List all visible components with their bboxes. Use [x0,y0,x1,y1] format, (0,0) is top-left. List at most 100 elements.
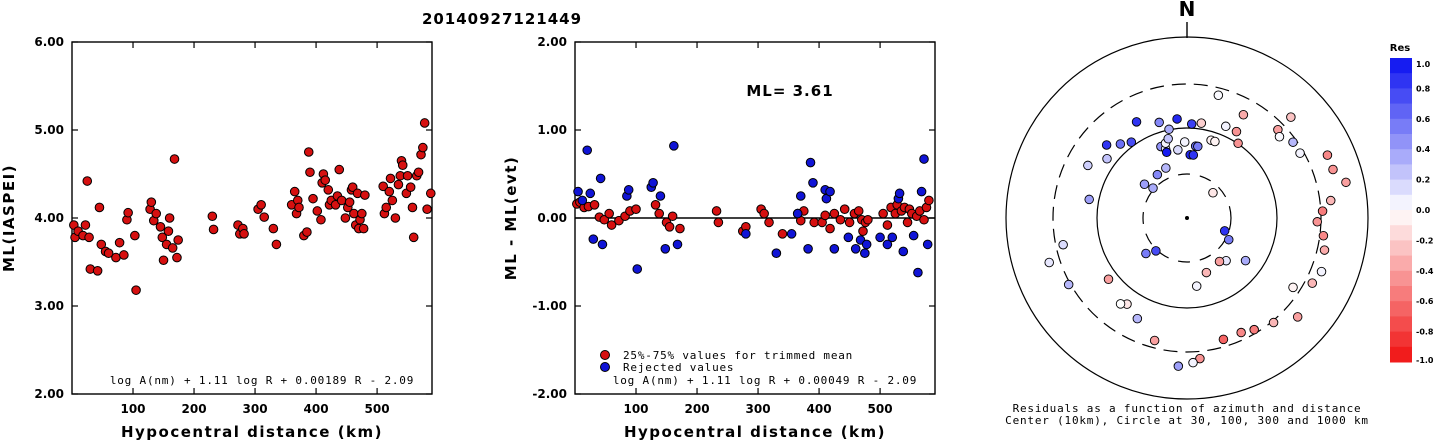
colorbar-swatch [1390,255,1412,272]
data-point-trimmed [844,217,855,228]
data-point [207,211,218,222]
station-marker [1084,194,1094,205]
data-point [358,223,369,234]
data-point [378,181,388,192]
panel1-formula: log A(nm) + 1.11 log R + 0.00189 R - 2.0… [110,374,414,387]
data-point-trimmed [631,204,641,214]
data-point-rejected [803,244,813,254]
panel1-xticks: 100 200 300 400 500 [120,42,390,416]
panel2-ytick-label: -2.00 [532,387,567,401]
colorbar-swatches [1390,58,1412,363]
panel2-ytick-label: 2.00 [537,35,567,49]
colorbar-tick-label: -0.4 [1416,267,1434,276]
panel2-ytick-label: 1.00 [537,123,567,137]
data-point [397,160,408,170]
station-marker [1058,239,1068,250]
colorbar-swatch [1390,270,1412,287]
colorbar-title: Res [1390,43,1410,54]
panel1-xtick-label: 100 [120,402,145,416]
panel1-xtick-label: 200 [182,402,207,416]
data-point-trimmed [878,208,888,219]
data-point-trimmed [654,208,665,219]
data-point-rejected [792,208,803,219]
station-marker [1233,138,1243,149]
legend-label-trimmed: 25%-75% values for trimmed mean [623,349,853,362]
colorbar-ticks: 1.0 0.8 0.6 0.4 0.2 0.0 -0.2 -0.4 -0.6 -0.8 -1.0 [1416,60,1434,365]
data-point [320,175,331,185]
data-point-trimmed [777,229,788,239]
data-point-trimmed [820,210,830,221]
colorbar-swatch [1390,118,1412,135]
colorbar-swatch [1390,286,1412,302]
panel2-xtick-label: 400 [807,402,832,416]
legend-blue-marker [600,362,610,372]
data-point [387,195,398,206]
panel2-xtick-label: 300 [746,402,771,416]
station-marker [1083,160,1093,171]
data-point [305,167,315,178]
station-marker [1288,137,1298,147]
colorbar-swatch [1390,149,1412,165]
data-point-trimmed [924,195,934,206]
data-point [157,232,168,243]
data-point [347,182,358,192]
station-marker [1186,119,1197,129]
data-point [390,213,401,223]
data-point [405,182,416,192]
data-point-rejected [829,244,840,254]
station-marker [1115,139,1126,149]
station-marker [1238,110,1249,120]
colorbar-swatch [1390,301,1412,317]
data-point-trimmed [853,206,864,216]
colorbar-tick-label: -0.6 [1416,297,1434,306]
station-marker [1154,117,1164,128]
colorbar-tick-label: 0.4 [1416,145,1431,154]
figure-title: 20140927121449 [422,10,582,28]
station-marker [1139,179,1150,189]
data-point-rejected [582,145,593,156]
station-marker [1115,299,1126,309]
station-marker [1341,177,1351,188]
data-point-rejected [632,264,643,274]
station-marker [1179,137,1190,147]
panel1-ytick-label: 2.00 [34,387,64,401]
data-point [84,232,94,243]
data-point [385,173,396,184]
data-point-rejected [898,246,909,257]
panel1-ytick-label: 3.00 [34,299,64,313]
data-point-rejected [672,239,683,250]
station-marker [1196,118,1207,128]
data-point [408,232,419,243]
station-marker [1210,136,1220,147]
data-point [155,222,166,232]
station-marker [1126,137,1137,147]
station-marker [1292,312,1303,322]
station-marker [1328,164,1338,175]
data-point-rejected [771,248,782,258]
panel-azimuth-distance: N Residuals as a function of azimuth and… [1005,0,1369,427]
data-point-trimmed [858,226,868,236]
station-marker [1173,145,1183,155]
data-point [289,186,300,197]
colorbar-swatch [1390,88,1412,105]
station-marker [1318,230,1329,241]
colorbar-tick-label: 0.0 [1416,206,1431,215]
station-marker [1312,217,1323,227]
panel1-xtick-label: 400 [304,402,329,416]
station-marker [1148,183,1158,193]
data-point [158,255,169,266]
colorbar-swatch [1390,134,1412,150]
station-marker [1063,279,1074,290]
data-point-trimmed [919,214,929,225]
colorbar-swatch [1390,103,1412,120]
data-point-trimmed [667,211,678,222]
panel1-ytick-label: 4.00 [34,211,64,225]
panel2-formula: log A(nm) + 1.11 log R + 0.00049 R - 2.0… [613,374,917,387]
station-marker [1191,281,1202,291]
data-point [302,227,312,237]
data-point [172,252,182,263]
station-marker [1208,188,1218,198]
panel2-xtick-label: 100 [623,402,648,416]
panel1-ylabel: ML(IASPEI) [0,164,18,272]
colorbar-tick-label: 0.6 [1416,115,1431,124]
